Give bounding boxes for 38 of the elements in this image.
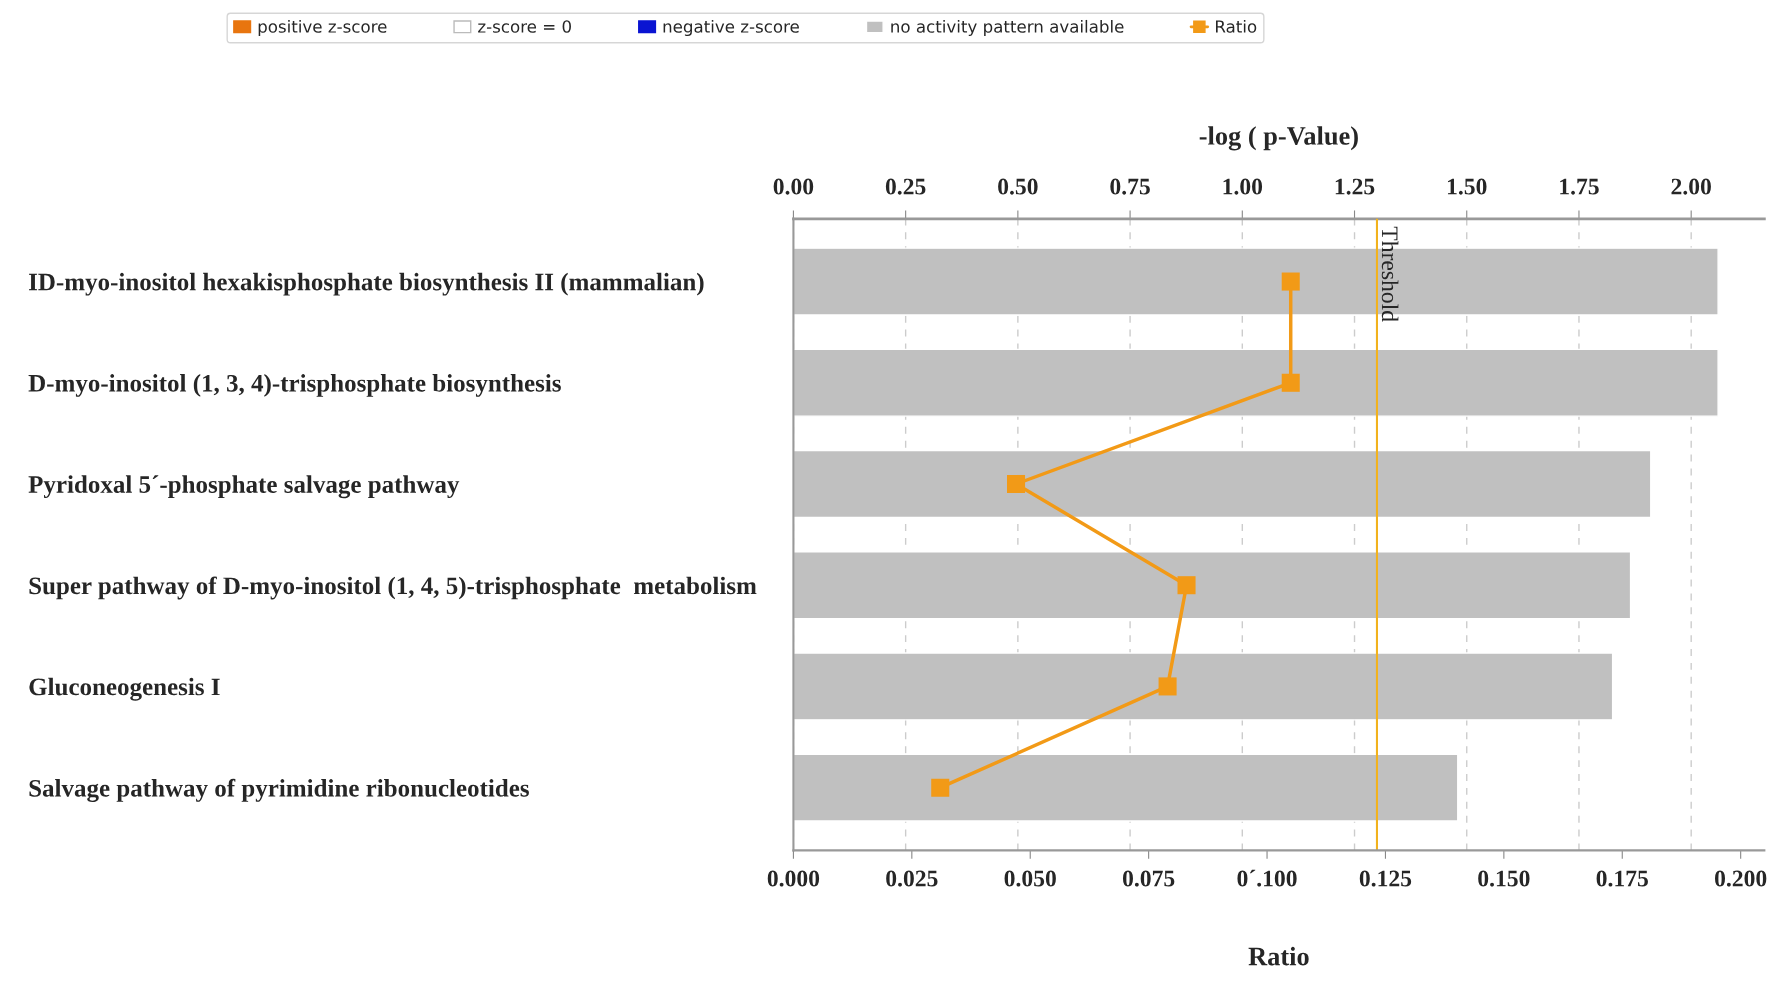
point xyxy=(1158,677,1177,696)
point xyxy=(1007,474,1026,494)
x-tick-label: 0.125 xyxy=(1359,870,1412,887)
y-tick-label: Gluconeogenesis I xyxy=(29,677,220,701)
x2-tick-label: 1.75 xyxy=(1560,178,1599,195)
x-tick-label: 0.200 xyxy=(1715,870,1767,887)
y-tick-label: Salvage pathway of pyrimidine ribonucleotides xyxy=(29,778,529,802)
y-tick-label: Super pathway of D-myo-inositol (1, 4, 5)-trisphosphate metabolism xyxy=(29,576,757,600)
x-tick-label: 0.025 xyxy=(886,870,938,887)
ref-line-label: Threshold xyxy=(1381,226,1399,322)
x-tick-label: 0.175 xyxy=(1596,870,1648,887)
x2-tick-label: 2.00 xyxy=(1671,178,1711,195)
x-tick-label: 0.150 xyxy=(1478,870,1530,887)
x2-tick-label: 0.25 xyxy=(885,178,926,195)
x2-tick-label: 0.00 xyxy=(773,178,814,195)
x2-tick-label: 0.50 xyxy=(998,178,1038,195)
y-tick-label: Pyridoxal 5´-phosphate salvage pathway xyxy=(28,475,460,499)
x2-tick-label: 0.75 xyxy=(1110,178,1150,195)
legend-label: z-score = 0 xyxy=(478,20,571,33)
x-tick-label: 0´.100 xyxy=(1237,869,1297,887)
legend-label: no activity pattern available xyxy=(891,19,1124,37)
x-tick-label: 0.000 xyxy=(767,870,820,887)
point xyxy=(1281,272,1300,291)
legend-label: negative z-score xyxy=(663,19,799,37)
y-tick-label: ID-myo-inositol hexakisphosphate biosynthesis II (mammalian) xyxy=(28,272,704,296)
y-tick-label: D-myo-inositol (1, 3, 4)-trisphosphate biosynthesis xyxy=(28,374,561,397)
point xyxy=(1281,373,1300,392)
x-tick-label: 0.050 xyxy=(1004,870,1056,887)
x2-tick-label: 1.50 xyxy=(1447,178,1487,195)
point xyxy=(931,778,950,797)
point xyxy=(1177,576,1196,595)
x-axis-title: Ratio xyxy=(1248,946,1309,966)
x-tick-label: 0.075 xyxy=(1122,870,1175,887)
legend-label: positive z-score xyxy=(258,19,387,37)
x2-tick-label: 1.00 xyxy=(1223,178,1263,195)
x2-tick-label: 1.25 xyxy=(1335,178,1375,195)
legend-label: Ratio xyxy=(1216,19,1257,33)
x2-axis-title: -log ( p-Value) xyxy=(1199,126,1358,151)
